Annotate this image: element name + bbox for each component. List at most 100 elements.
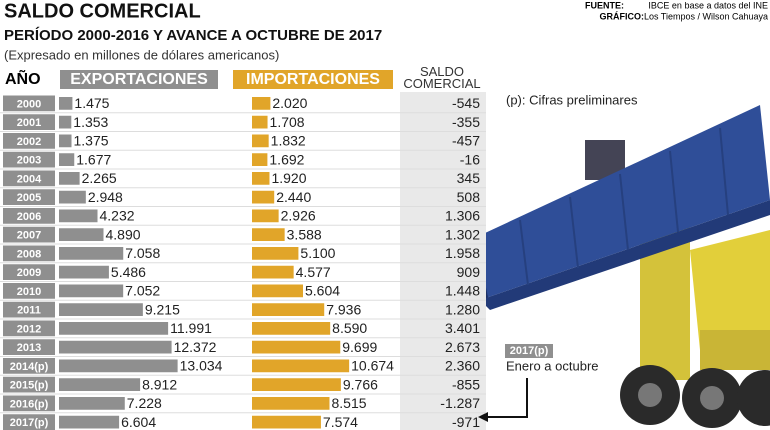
value-label: 2.948 <box>88 189 123 205</box>
year-label: 2017(p) <box>10 417 49 429</box>
year-box <box>3 301 55 318</box>
year-box <box>3 95 55 112</box>
balance-value: 2.673 <box>445 339 480 355</box>
value-label: 8.912 <box>142 376 177 392</box>
value-label: 1.920 <box>271 170 306 186</box>
year-box <box>3 264 55 280</box>
year-label: 2014(p) <box>10 361 49 373</box>
bar <box>252 172 270 185</box>
bar <box>252 397 330 410</box>
year-box <box>3 339 55 355</box>
year-label: 2010 <box>17 286 41 298</box>
bar <box>59 265 109 279</box>
year-label: 2011 <box>17 305 41 317</box>
balance-value: 1.280 <box>445 301 480 317</box>
value-label: 13.034 <box>180 358 223 374</box>
bar <box>252 378 341 391</box>
balance-value: 508 <box>457 189 481 205</box>
balance-column <box>400 92 486 430</box>
bar <box>59 284 124 298</box>
bar <box>252 228 285 241</box>
value-label: 4.232 <box>100 208 135 224</box>
bar <box>59 228 104 241</box>
bar <box>59 153 75 166</box>
year-label: 2013 <box>17 342 41 354</box>
bar <box>59 359 178 373</box>
balance-value: 909 <box>457 264 481 280</box>
balance-value: -1.287 <box>440 395 480 411</box>
value-label: 3.588 <box>287 226 322 242</box>
bar <box>59 97 73 110</box>
bar <box>59 303 143 316</box>
bar <box>252 322 331 335</box>
bar <box>59 115 72 129</box>
year-label: 2015(p) <box>10 380 49 392</box>
unit-note: (Expresado en millones de dólares americ… <box>4 47 279 62</box>
year-label: 2001 <box>17 117 41 129</box>
bar <box>252 190 275 204</box>
year-box <box>3 395 55 412</box>
year-label: 2003 <box>17 155 41 167</box>
bar <box>252 415 321 429</box>
callout-year: 2017(p) <box>510 345 549 357</box>
export-header: EXPORTACIONES <box>70 71 208 88</box>
year-box <box>3 170 55 187</box>
callout-text: Enero a octubre <box>506 358 599 373</box>
value-label: 10.674 <box>351 358 394 374</box>
year-box <box>3 114 55 130</box>
bar <box>252 209 279 223</box>
balance-value: -16 <box>460 151 480 167</box>
bar <box>252 359 350 373</box>
value-label: 4.577 <box>296 264 331 280</box>
value-label: 4.890 <box>105 226 140 242</box>
value-label: 11.991 <box>170 320 212 336</box>
value-label: 2.020 <box>272 95 307 111</box>
year-box <box>3 189 55 205</box>
value-label: 2.926 <box>281 208 316 224</box>
export-header-bg <box>60 70 218 89</box>
year-label: 2012 <box>17 323 41 335</box>
callout-arrow <box>486 378 528 418</box>
year-header: AÑO <box>5 68 41 88</box>
bar <box>252 265 294 279</box>
year-box <box>3 208 55 224</box>
year-label: 2000 <box>17 98 41 110</box>
value-label: 7.052 <box>125 283 160 299</box>
year-label: 2009 <box>17 267 41 279</box>
bar <box>59 134 72 148</box>
value-label: 6.604 <box>121 414 156 430</box>
balance-value: 3.401 <box>445 320 480 336</box>
bar <box>252 247 299 260</box>
value-label: 7.058 <box>125 245 160 261</box>
balance-value: 1.958 <box>445 245 480 261</box>
bar <box>59 322 169 335</box>
bar <box>252 134 269 148</box>
import-header-bg <box>233 70 393 89</box>
subtitle: PERÍODO 2000-2016 Y AVANCE A OCTUBRE DE … <box>4 27 382 44</box>
balance-value: -355 <box>452 114 480 130</box>
credit: Los Tiempos / Wilson Cahuaya <box>644 11 768 21</box>
bar <box>59 190 86 204</box>
year-box <box>3 283 55 299</box>
year-label: 2016(p) <box>10 398 49 410</box>
balance-value: -457 <box>452 133 480 149</box>
note: (p): Cifras preliminares <box>506 92 638 107</box>
year-label: 2005 <box>17 192 41 204</box>
year-box <box>3 320 55 337</box>
bar <box>252 303 325 316</box>
value-label: 5.604 <box>305 283 340 299</box>
bar <box>59 415 120 429</box>
balance-value: -971 <box>452 414 480 430</box>
source: IBCE en base a datos del INE <box>648 0 768 10</box>
balance-value: 1.302 <box>445 226 480 242</box>
balance-value: -855 <box>452 376 480 392</box>
credit-label: GRÁFICO: <box>600 11 645 21</box>
bar <box>252 97 271 110</box>
value-label: 7.574 <box>323 414 358 430</box>
year-label: 2004 <box>17 173 42 185</box>
value-label: 12.372 <box>174 339 217 355</box>
year-box <box>3 376 55 393</box>
bar <box>252 284 303 298</box>
